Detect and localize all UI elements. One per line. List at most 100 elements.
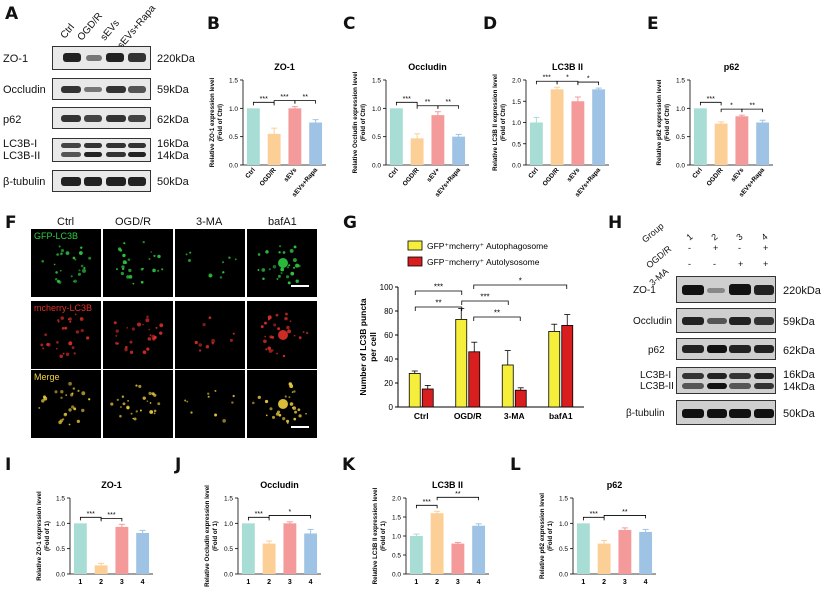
- puncta: [278, 413, 282, 417]
- puncta: [268, 349, 273, 353]
- blot-h-kda-occludin: 59kDa: [783, 316, 815, 328]
- puncta: [209, 275, 212, 278]
- bar: [550, 89, 564, 165]
- puncta: [153, 393, 157, 397]
- significance-bracket: [436, 496, 480, 501]
- puncta: [142, 350, 147, 355]
- puncta: [265, 348, 268, 351]
- puncta: [280, 267, 285, 272]
- puncta: [80, 264, 84, 268]
- puncta: [207, 395, 210, 398]
- bar: [94, 565, 108, 574]
- group-number-3: 3: [734, 231, 745, 243]
- puncta: [121, 265, 125, 269]
- x-tick-label: sEVs: [566, 166, 582, 183]
- puncta: [59, 354, 64, 359]
- significance-label: **: [455, 491, 461, 498]
- blot-h-lc3b: [676, 367, 776, 394]
- puncta: [261, 268, 266, 272]
- puncta: [273, 323, 277, 327]
- puncta: [71, 392, 74, 395]
- puncta: [123, 242, 126, 245]
- puncta: [128, 274, 133, 279]
- puncta: [286, 419, 290, 423]
- blot-label-p62: p62: [3, 114, 22, 126]
- puncta: [56, 341, 59, 344]
- x-tick-label: sEVs: [283, 166, 299, 183]
- puncta: [153, 412, 156, 415]
- cell-fluorescence: [115, 240, 164, 285]
- puncta: [121, 267, 125, 271]
- ogdr-row-label: OGD/R: [644, 243, 674, 271]
- significance-label: **: [435, 299, 441, 308]
- puncta: [284, 395, 287, 398]
- panel-letter-f: F: [5, 213, 17, 233]
- chart-title: p62: [724, 62, 740, 72]
- puncta: [58, 245, 61, 248]
- puncta: [282, 354, 286, 358]
- puncta: [88, 398, 91, 401]
- puncta: [198, 343, 202, 347]
- blot-lc3b: [52, 138, 151, 162]
- puncta: [185, 253, 188, 256]
- puncta: [293, 266, 296, 269]
- x-tick-label: 3: [456, 579, 460, 586]
- puncta: [305, 331, 309, 335]
- micrograph-mcherry-lc3b-bafa1: [247, 301, 317, 369]
- puncta: [88, 256, 92, 260]
- puncta: [62, 352, 65, 355]
- ma-sign-1: -: [688, 259, 691, 269]
- scale-bar: [291, 426, 309, 428]
- micrograph-mcherry-lc3b-3-ma: [175, 301, 245, 369]
- y-tick-label: 1.5: [224, 496, 233, 503]
- puncta: [148, 258, 151, 261]
- bar: [115, 526, 129, 574]
- cell-fluorescence: [257, 245, 301, 285]
- y-tick-label: 1.5: [512, 99, 521, 106]
- bar: [576, 523, 590, 574]
- cell-fluorescence: [260, 312, 309, 358]
- bar: [597, 543, 611, 574]
- blot-h-p62: [676, 338, 776, 360]
- significance-bracket: [603, 515, 647, 519]
- puncta: [115, 329, 119, 333]
- bar: [389, 108, 403, 165]
- puncta: [302, 331, 305, 334]
- y-tick-label: 2.0: [512, 78, 521, 85]
- puncta: [202, 323, 206, 327]
- y-axis-label: Relative ZO-1 expression level(Fold of C…: [209, 78, 224, 168]
- significance-bracket: [414, 290, 463, 295]
- blot-label-occludin: Occludin: [3, 84, 46, 96]
- x-tick-label: 1: [78, 579, 82, 586]
- puncta: [137, 322, 142, 327]
- puncta: [142, 323, 144, 326]
- puncta: [149, 334, 152, 337]
- puncta: [293, 417, 297, 421]
- y-tick-label: 0.5: [224, 546, 233, 553]
- bar: [408, 372, 421, 408]
- puncta: [294, 410, 298, 414]
- x-tick-label: 3-MA: [504, 411, 525, 421]
- panel-letter-e: E: [647, 14, 659, 34]
- significance-label: *: [519, 277, 522, 286]
- y-tick-label: 1.0: [512, 120, 521, 127]
- y-tick-label: 0.5: [229, 134, 238, 141]
- puncta: [77, 272, 81, 276]
- puncta: [68, 341, 73, 346]
- puncta: [157, 269, 160, 272]
- y-axis-label: Number of LC3B punctaper cell: [358, 298, 378, 396]
- bar: [514, 389, 527, 408]
- bar: [561, 325, 574, 408]
- puncta: [194, 340, 198, 345]
- puncta: [86, 336, 90, 340]
- cell-fluorescence: [194, 316, 235, 352]
- significance-label: ***: [543, 75, 551, 82]
- y-tick-label: 1.0: [56, 521, 65, 528]
- y-tick-label: 0.0: [512, 163, 521, 170]
- puncta: [284, 312, 288, 316]
- significance-label: *: [566, 75, 569, 82]
- blot-h-kda-p62: 62kDa: [783, 345, 815, 357]
- puncta: [60, 396, 63, 399]
- bar: [283, 523, 297, 574]
- micrograph-row-label: GFP-LC3B: [34, 231, 79, 241]
